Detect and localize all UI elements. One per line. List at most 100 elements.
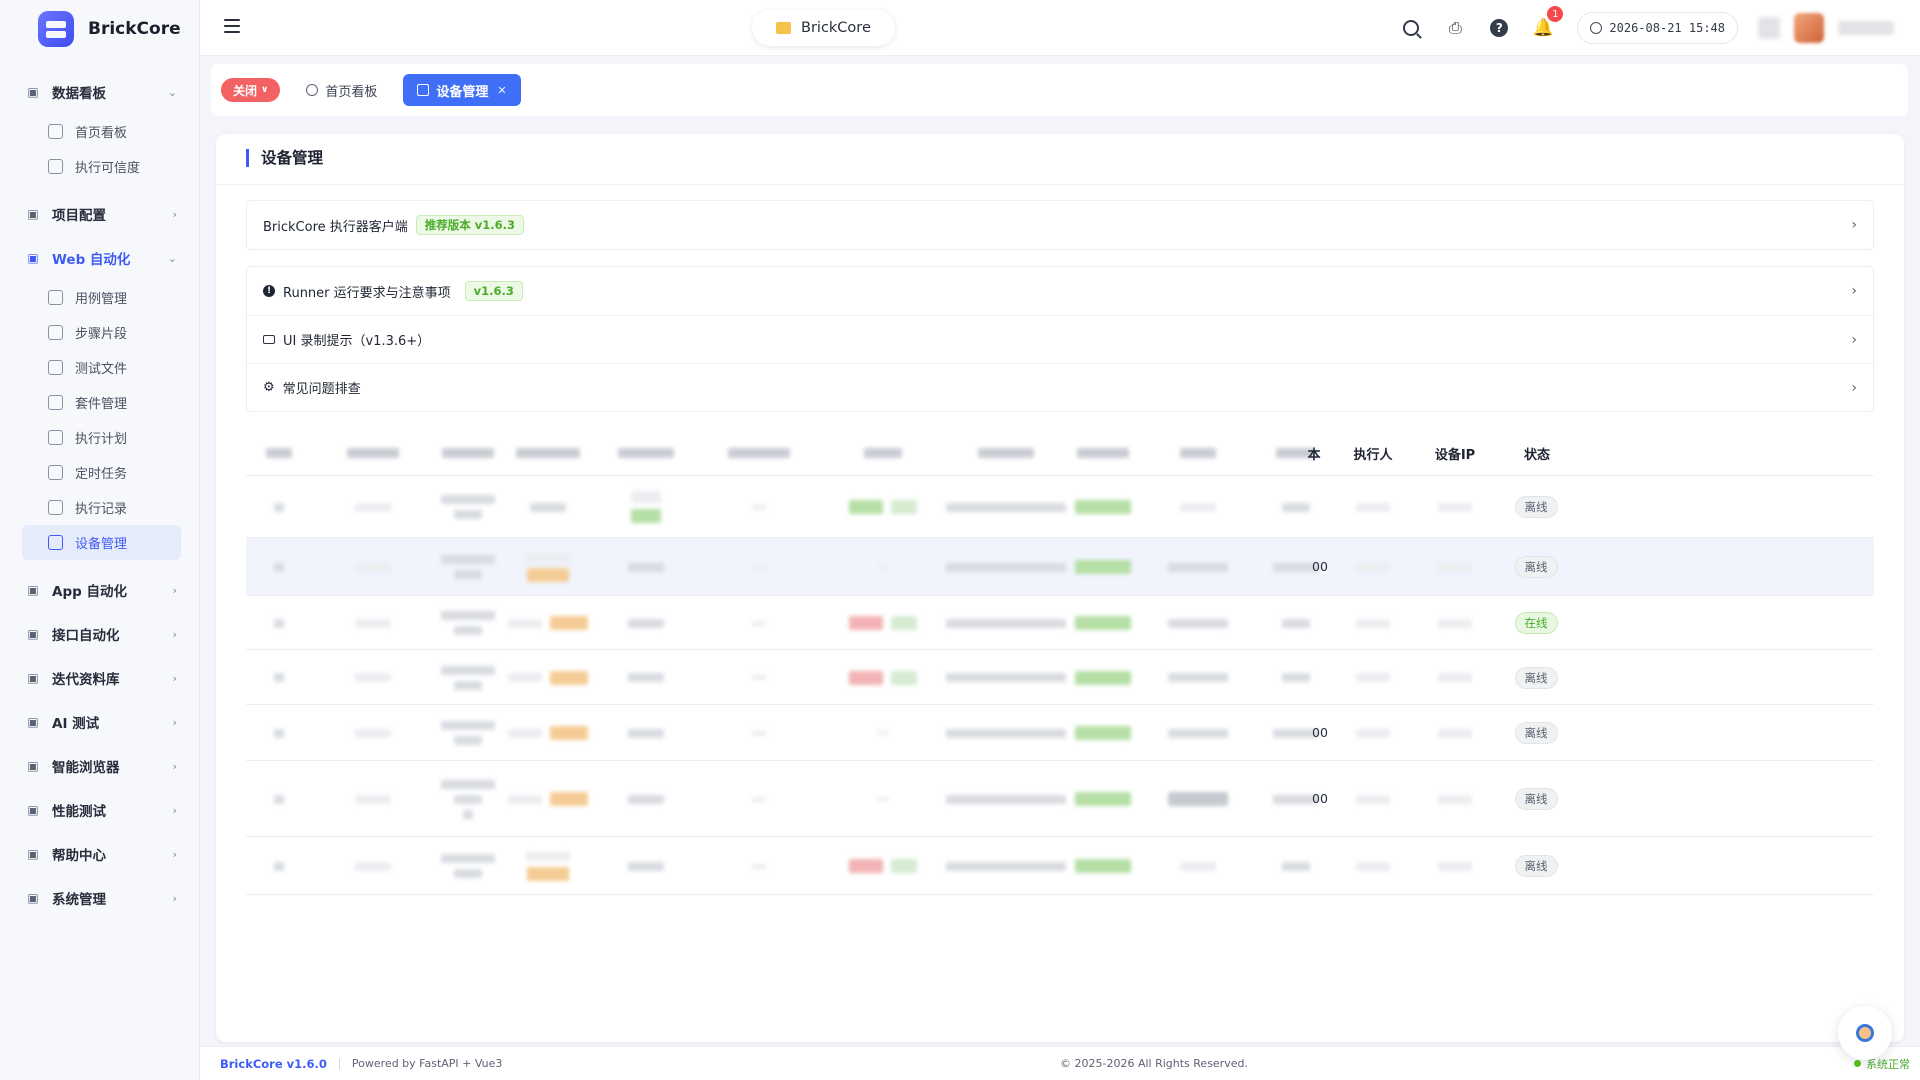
table-cell-blurred <box>1068 837 1138 895</box>
sidebar-item-2-6[interactable]: 执行记录 <box>22 490 181 525</box>
table-header-suffix: 本 <box>1307 447 1321 463</box>
device-management-card: 设备管理 BrickCore 执行器客户端 推荐版本 v1.6.3 › ! Ru… <box>216 134 1904 1042</box>
table-row[interactable]: 00 离线 <box>246 538 1874 596</box>
sidebar-group-8[interactable]: ▣ 性能测试 › <box>0 788 199 832</box>
table-cell-blurred <box>498 837 598 895</box>
search-icon[interactable] <box>1400 17 1422 39</box>
table-cell-blurred <box>1271 761 1321 837</box>
sidebar-group-10[interactable]: ▣ 系统管理 › <box>0 876 199 920</box>
sidebar-item-2-0[interactable]: 用例管理 <box>22 280 181 315</box>
blurred-username <box>1838 21 1894 35</box>
table-row[interactable]: 在线 <box>246 596 1874 650</box>
table-cell-blurred <box>1430 650 1480 705</box>
sidebar-group-6[interactable]: ▣ AI 测试 › <box>0 700 199 744</box>
client-panel[interactable]: BrickCore 执行器客户端 推荐版本 v1.6.3 › <box>246 200 1874 250</box>
folder-icon <box>48 360 63 375</box>
table-cell-blurred <box>348 650 398 705</box>
sidebar-group-9[interactable]: ▣ 帮助中心 › <box>0 832 199 876</box>
table-cell-blurred <box>941 705 1071 761</box>
table-cell-blurred <box>498 650 598 705</box>
table-cell-blurred <box>1348 705 1398 761</box>
table-cell-blurred <box>1348 538 1398 596</box>
device-table: 本执行人 设备IP 状态 离线 00 离线 在线 离线 00 离线 00 离线 离线 <box>246 430 1874 895</box>
menu-toggle-icon[interactable] <box>224 19 240 33</box>
sidebar-group-3[interactable]: ▣ App 自动化 › <box>0 568 199 612</box>
table-row[interactable]: 离线 <box>246 476 1874 538</box>
table-row[interactable]: 00 离线 <box>246 705 1874 761</box>
chevron-right-icon[interactable]: › <box>1851 217 1857 233</box>
sidebar-group-0[interactable]: ▣ 数据看板 ⌄ <box>0 70 199 114</box>
table-cell-blurred <box>498 476 598 538</box>
divider <box>338 1057 340 1070</box>
sidebar-group-7[interactable]: ▣ 智能浏览器 › <box>0 744 199 788</box>
sidebar-group-5[interactable]: ▣ 迭代资料库 › <box>0 656 199 700</box>
header-actions: ⎙ ? 🔔 1 2026-08-21 15:48 <box>1389 0 1920 56</box>
brand[interactable]: BrickCore <box>0 0 199 58</box>
user-menu[interactable] <box>1758 13 1894 43</box>
divider <box>216 184 1904 185</box>
info-row-faq[interactable]: ⚙ 常见问题排查 › <box>247 363 1873 411</box>
table-cell-blurred <box>348 476 398 538</box>
page-title: 设备管理 <box>246 149 323 167</box>
sidebar-item-label: 步骤片段 <box>75 327 128 342</box>
table-cell-blurred <box>1068 476 1138 538</box>
dashboard-icon <box>306 84 319 96</box>
project-name: BrickCore <box>801 20 871 36</box>
table-cell-blurred <box>941 650 1071 705</box>
chevron-right-icon: › <box>1851 379 1857 396</box>
assistant-mascot-button[interactable] <box>1838 1006 1892 1060</box>
table-header-executor[interactable]: 执行人 <box>1353 447 1393 463</box>
perf-icon: ▣ <box>27 803 39 817</box>
bell-icon[interactable]: 🔔 1 <box>1532 6 1564 39</box>
datetime-text: 2026-08-21 15:48 <box>1609 21 1725 35</box>
table-row[interactable]: 00 离线 <box>246 761 1874 837</box>
sidebar-item-0-1[interactable]: 执行可信度 <box>22 149 181 184</box>
tab-device-management[interactable]: 设备管理 ✕ <box>403 74 521 106</box>
table-cell-blurred <box>498 761 598 837</box>
table-cell-blurred <box>1271 476 1321 538</box>
sidebar-item-2-5[interactable]: 定时任务 <box>22 455 181 490</box>
sidebar-item-2-2[interactable]: 测试文件 <box>22 350 181 385</box>
record-icon <box>48 500 63 515</box>
sidebar-item-0-0[interactable]: 首页看板 <box>22 114 181 149</box>
table-cell-status: 离线 <box>1506 650 1566 705</box>
info-row-runner[interactable]: ! Runner 运行要求与注意事项 v1.6.3 › <box>247 267 1873 315</box>
table-row[interactable]: 离线 <box>246 837 1874 895</box>
sidebar-item-2-1[interactable]: 步骤片段 <box>22 315 181 350</box>
help-icon[interactable]: ? <box>1488 17 1510 39</box>
sidebar-group-1[interactable]: ▣ 项目配置 › <box>0 192 199 236</box>
table-cell-suffix: 00 <box>1312 725 1328 740</box>
table-header-status[interactable]: 状态 <box>1523 447 1550 463</box>
printer-icon[interactable]: ⎙ <box>1449 18 1462 37</box>
table-cell-blurred <box>1163 476 1233 538</box>
camera-icon <box>263 335 275 344</box>
sidebar-group-4[interactable]: ▣ 接口自动化 › <box>0 612 199 656</box>
table-cell-blurred <box>941 761 1071 837</box>
status-badge: 离线 <box>1514 666 1558 689</box>
info-row-recording[interactable]: UI 录制提示（v1.3.6+） › <box>247 315 1873 363</box>
status-badge: 在线 <box>1514 612 1558 634</box>
project-selector[interactable]: BrickCore <box>752 10 895 46</box>
table-header-blurred <box>618 430 674 476</box>
tab-home-dashboard[interactable]: 首页看板 <box>292 74 391 106</box>
table-cell-blurred <box>269 761 289 837</box>
table-cell-blurred <box>269 538 289 596</box>
close-tabs-button[interactable]: 关闭 ∨ <box>221 78 281 102</box>
chevron-right-icon: › <box>172 671 177 685</box>
api-icon: ▣ <box>27 627 39 641</box>
sidebar-group-2[interactable]: ▣ Web 自动化 ⌄ <box>0 236 199 280</box>
table-cell-blurred <box>616 476 676 538</box>
sidebar-group-label: 数据看板 <box>52 86 106 102</box>
close-tab-icon[interactable]: ✕ <box>497 83 507 97</box>
chevron-right-icon: › <box>172 891 177 905</box>
sidebar-item-2-3[interactable]: 套件管理 <box>22 385 181 420</box>
table-header-device-ip[interactable]: 设备IP <box>1434 447 1476 463</box>
sidebar-group-label: 性能测试 <box>52 804 106 820</box>
top-header: BrickCore ⎙ ? 🔔 1 2026-08-21 15:48 <box>200 0 1920 56</box>
table-cell-status: 离线 <box>1506 538 1566 596</box>
sidebar-item-2-7[interactable]: 设备管理 <box>22 525 181 560</box>
avatar[interactable] <box>1794 13 1824 43</box>
step-icon <box>48 325 63 340</box>
sidebar-item-2-4[interactable]: 执行计划 <box>22 420 181 455</box>
table-row[interactable]: 离线 <box>246 650 1874 705</box>
